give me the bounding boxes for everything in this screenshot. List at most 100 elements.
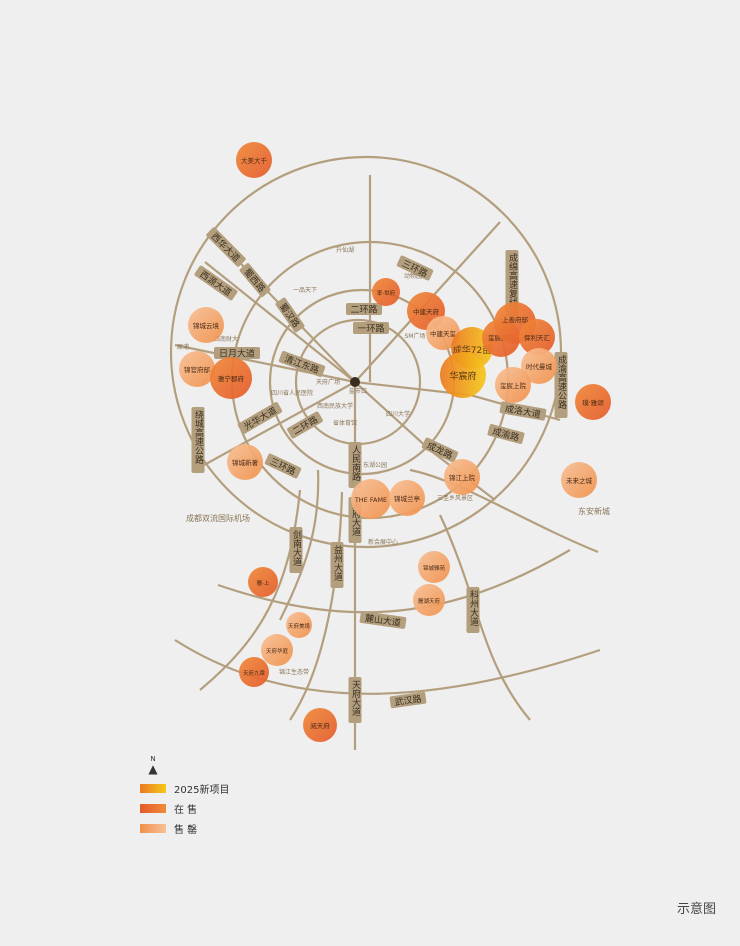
project-bubble[interactable]: 锦城兰亭: [389, 480, 425, 516]
place-label: 西南财大: [214, 335, 238, 343]
road-label-bg: [466, 587, 480, 633]
road-label-text: 一环路: [357, 323, 384, 335]
project-bubbles: 大美大千锦城云境锦官府邸雅宁郡府峯·世府中建天府中建天玺成华72亩华宸府玺宸南湾…: [179, 142, 611, 742]
road-label: 二环路: [346, 303, 382, 316]
road-label-bg: [264, 453, 302, 479]
project-bubble[interactable]: 华宸府: [440, 352, 486, 398]
project-bubble[interactable]: 麓湖天府: [413, 584, 445, 616]
project-bubble-circle: [351, 479, 391, 519]
road-label-text: 天府大道: [350, 680, 361, 717]
road-label-bg: [275, 297, 305, 333]
road-label-text: 人民南路: [350, 445, 361, 482]
road-label-bg: [499, 401, 547, 421]
project-name: THE FAME: [354, 496, 387, 504]
project-bubble-circle: [426, 316, 460, 350]
project-name: 锦城新著: [232, 458, 259, 467]
project-bubble[interactable]: THE FAME: [351, 479, 391, 519]
project-name: 锦城雅苑: [423, 564, 446, 572]
place-label: SM广场: [405, 332, 426, 340]
road-label-text: 天府大道: [350, 500, 361, 537]
place-label: 新会展中心: [368, 538, 398, 546]
project-bubble[interactable]: 阅天府: [303, 708, 337, 742]
road-label-bg: [359, 611, 407, 629]
road: [439, 514, 531, 721]
place-label: 升仙湖: [336, 246, 354, 254]
compass-icon: ▲: [148, 762, 158, 776]
road-label-text: 成渝高速公路: [556, 354, 567, 410]
project-bubble[interactable]: 锦城新著: [227, 444, 263, 480]
project-bubble[interactable]: 锦江上院: [444, 459, 480, 495]
project-bubble[interactable]: 天府华庭: [261, 634, 293, 666]
project-bubble-circle: [248, 567, 278, 597]
road-label: 人民南路: [348, 442, 362, 488]
road-label-text: 日月大道: [219, 348, 255, 360]
road-label-bg: [346, 303, 382, 315]
road-label-bg: [237, 402, 283, 434]
road-label: 成龙路: [421, 437, 459, 463]
project-bubble-circle: [575, 384, 611, 420]
city-center-marker: [350, 377, 360, 387]
road-label-text: 剑南大道: [291, 529, 302, 567]
project-name: 天府九章: [243, 669, 266, 677]
project-name: 时代曼城: [526, 362, 553, 371]
road-label-bg: [194, 265, 238, 301]
place-label: 犀浦: [177, 343, 189, 351]
project-bubble[interactable]: 锦城云境: [188, 307, 224, 343]
place-label: 东湖公园: [363, 461, 387, 469]
project-name: 锦城兰亭: [394, 494, 421, 503]
road-label: 成渝高速公路: [554, 352, 568, 418]
project-bubble[interactable]: 天府美境: [286, 612, 312, 638]
road-label-text: 西源大道: [198, 268, 234, 298]
project-bubble-circle: [210, 357, 252, 399]
project-bubble[interactable]: 保利天汇: [519, 319, 555, 355]
road-label: 日月大道: [214, 347, 260, 360]
legend-item-new: 2025新项目: [140, 778, 229, 798]
project-bubble[interactable]: 天府九章: [239, 657, 269, 687]
road-label-bg: [348, 677, 362, 723]
north-arrow: N ▲: [145, 755, 161, 775]
schematic-note: 示意图: [676, 902, 716, 917]
road-label: 绕城高速公路: [191, 407, 205, 473]
project-bubble-circle: [303, 708, 337, 742]
road: [199, 489, 302, 691]
road-label-text: 绕城高速公路: [193, 409, 204, 465]
road-label-bg: [348, 442, 362, 488]
road-label-bg: [505, 250, 519, 316]
project-name: 上善府邸: [502, 315, 529, 324]
road-label-text: 二环路: [350, 304, 377, 316]
road: [194, 381, 356, 471]
road-label-text: 益州大道: [332, 544, 343, 582]
project-bubble[interactable]: 玺宸上院: [495, 367, 531, 403]
project-bubble[interactable]: 峯·世府: [372, 278, 400, 306]
project-bubble[interactable]: 时代曼城: [521, 348, 557, 384]
project-name: 麓湖天府: [418, 597, 441, 605]
project-bubble-circle: [440, 352, 486, 398]
road: [289, 491, 344, 721]
project-name: 雅宁郡府: [218, 374, 245, 383]
road-label-bg: [191, 407, 205, 473]
legend-swatch: [140, 783, 166, 793]
road-label: 西华大道: [206, 227, 246, 267]
road-label: 武汉路: [389, 691, 427, 708]
place-label: 成都双流国际机场: [186, 513, 250, 523]
project-bubble[interactable]: 未来之城: [561, 462, 597, 498]
road-label-text: 科州大道: [468, 589, 479, 627]
project-name: 保利天汇: [524, 333, 551, 342]
place-label: 东安新城: [578, 506, 610, 516]
project-name: 玺宸上院: [500, 381, 527, 390]
project-bubble[interactable]: 中建天玺: [426, 316, 460, 350]
legend-item-soldout: 售 罄: [140, 818, 229, 838]
road-label-bg: [421, 437, 459, 463]
road-label: 天府大道: [348, 677, 362, 723]
project-name: 峯·世府: [377, 289, 396, 297]
project-bubble[interactable]: 璞·雅颂: [575, 384, 611, 420]
project-bubble[interactable]: 雅宁郡府: [210, 357, 252, 399]
road-label: 科州大道: [466, 587, 480, 633]
project-bubble-circle: [179, 351, 215, 387]
legend-item-sale: 在 售: [140, 798, 229, 818]
project-bubble[interactable]: 锦城雅苑: [418, 551, 450, 583]
project-bubble[interactable]: 大美大千: [236, 142, 272, 178]
project-bubble[interactable]: 麓·上: [248, 567, 278, 597]
project-bubble[interactable]: 锦官府邸: [179, 351, 215, 387]
